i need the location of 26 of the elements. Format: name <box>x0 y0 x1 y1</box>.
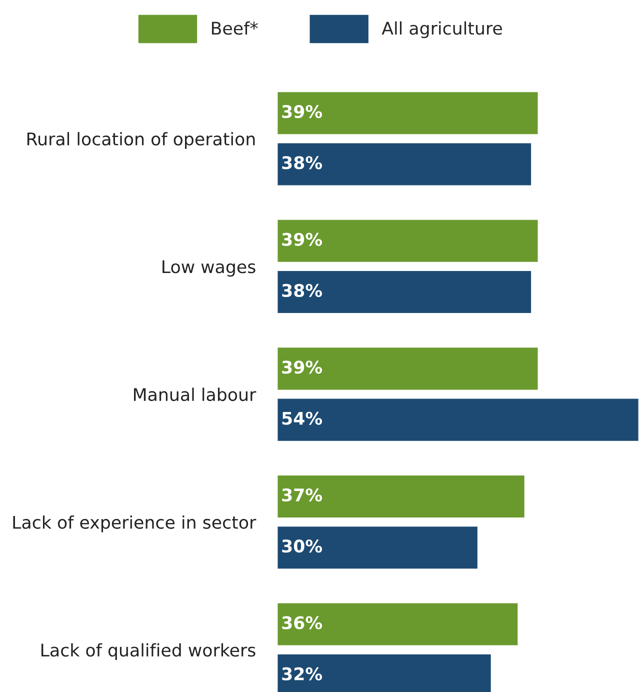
legend-label: All agriculture <box>382 21 502 38</box>
bar <box>277 270 532 314</box>
bar <box>277 397 639 442</box>
bar <box>277 602 520 647</box>
bar <box>277 142 532 187</box>
data-label: 39% <box>282 360 322 374</box>
bar <box>277 474 526 519</box>
legend-label: Beef* <box>212 21 258 35</box>
data-label: 38% <box>282 156 322 170</box>
y-tick-label: Manual labour <box>134 388 256 402</box>
data-label: 54% <box>282 412 322 425</box>
data-label: 30% <box>282 540 322 553</box>
data-label: 39% <box>282 232 322 246</box>
y-tick-label: Lack of experience in sector <box>13 515 256 532</box>
data-label: 38% <box>282 284 322 298</box>
bar <box>277 90 540 136</box>
y-tick-label: Lack of qualified workers <box>41 643 256 660</box>
data-label: 39% <box>282 105 322 118</box>
data-label: 37% <box>282 488 322 502</box>
bar <box>277 525 479 570</box>
y-tick-label: Rural location of operation <box>27 132 255 149</box>
data-label: 32% <box>282 667 322 680</box>
data-label: 36% <box>282 616 322 630</box>
y-tick-label: Low wages <box>162 260 256 277</box>
bar <box>277 346 540 392</box>
bar <box>277 218 540 264</box>
